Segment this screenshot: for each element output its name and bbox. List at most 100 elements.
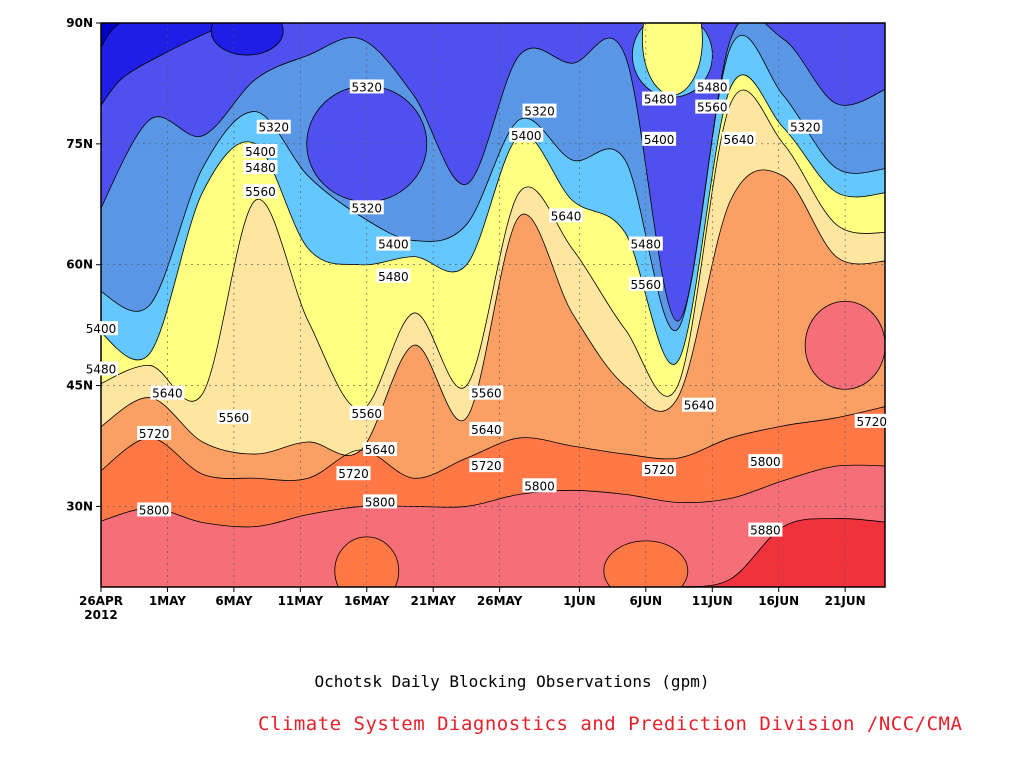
contour-label: 5720 xyxy=(856,415,887,429)
contour-label-box xyxy=(243,160,278,175)
contour-label-box xyxy=(243,143,278,158)
contour-label-box xyxy=(137,425,172,440)
contour-label-box xyxy=(642,91,677,106)
contour-label-box xyxy=(363,494,398,509)
x-tick-label: 1MAY xyxy=(149,594,186,608)
contour-label: 5320 xyxy=(790,121,821,135)
contour-label-box xyxy=(84,321,118,336)
band-fill xyxy=(101,23,885,322)
y-tick-label: 60N xyxy=(66,258,93,272)
contour-label-box xyxy=(549,208,584,223)
contour-label-box xyxy=(642,462,677,477)
band-fill xyxy=(101,23,121,49)
contour-label: 5560 xyxy=(697,101,728,115)
contour-label-box xyxy=(137,502,172,517)
contour-label: 5640 xyxy=(551,209,582,223)
contour-line xyxy=(101,89,885,411)
contour-label: 5720 xyxy=(139,427,170,441)
contour-label: 5400 xyxy=(644,133,675,147)
axes: 26APR 1MAY 6MAY 11MAY 16MAY 21MAY 26MAY 1JUN 6JU… xyxy=(66,16,865,622)
contour-label-box xyxy=(84,361,118,376)
contour-label-box xyxy=(509,127,544,142)
contour-label: 5800 xyxy=(139,503,170,517)
contour-label: 5560 xyxy=(219,411,250,425)
contour-line xyxy=(101,406,885,481)
x-tick-label: 1JUN xyxy=(563,594,596,608)
contour-label: 5800 xyxy=(524,479,555,493)
contour-label: 5640 xyxy=(724,133,755,147)
closed-contour xyxy=(804,300,885,390)
contour-label: 5720 xyxy=(338,467,369,481)
contour-label: 5320 xyxy=(351,80,382,94)
contour-label-box xyxy=(522,478,557,493)
contour-label: 5800 xyxy=(750,455,781,469)
contour-label-box xyxy=(522,103,557,118)
contour-label-box xyxy=(748,522,783,537)
contour-label: 5560 xyxy=(245,185,276,199)
contour-label: 5480 xyxy=(697,80,728,94)
contour-label-box xyxy=(469,458,504,473)
band-fill xyxy=(101,23,232,107)
contour-label: 5640 xyxy=(471,423,502,437)
contour-label-box xyxy=(642,131,677,146)
contour-label: 5480 xyxy=(631,238,662,252)
contour-label-box xyxy=(695,79,730,94)
plot-frame xyxy=(100,22,886,588)
contour-label-box xyxy=(469,385,504,400)
contour-label-box xyxy=(256,119,291,134)
contour-label: 5640 xyxy=(365,443,396,457)
contour-label-box xyxy=(243,184,278,199)
contour-label-box xyxy=(150,385,185,400)
x-tick-label: 21JUN xyxy=(825,594,866,608)
contour-lines xyxy=(101,23,885,587)
contour-label-box xyxy=(469,421,504,436)
y-tick-label: 45N xyxy=(66,379,93,393)
chart-title: Ochotsk Daily Blocking Observations (gpm… xyxy=(314,672,710,691)
contour-label-box xyxy=(216,409,251,424)
contour-label: 5480 xyxy=(378,270,409,284)
contour-label-box xyxy=(628,236,663,251)
contour-label: 5720 xyxy=(644,463,675,477)
contour-line xyxy=(101,35,885,332)
contour-label: 5640 xyxy=(684,399,715,413)
contour-label-box xyxy=(721,131,756,146)
contour-label: 5880 xyxy=(750,524,781,538)
contour-line xyxy=(101,74,885,365)
contour-label-box xyxy=(748,454,783,469)
contour-label: 5560 xyxy=(351,407,382,421)
contour-chart: 5320 5320 5320 5320 5320 5400 5400 5400 5400 5400… xyxy=(66,16,889,622)
contour-label: 5480 xyxy=(86,362,117,376)
x-tick-label: 26MAY xyxy=(477,594,523,608)
contour-line xyxy=(101,169,885,456)
x-tick-label: 21MAY xyxy=(410,594,456,608)
contour-label: 5720 xyxy=(471,459,502,473)
contour-label-box xyxy=(349,200,384,215)
contour-label-box xyxy=(349,79,384,94)
x-tick-label: 26APR xyxy=(79,594,123,608)
contour-label-box xyxy=(628,276,663,291)
contour-label: 5480 xyxy=(644,93,675,107)
contour-label-box xyxy=(376,236,411,251)
contour-label: 5560 xyxy=(471,387,502,401)
contour-line xyxy=(101,23,885,322)
x-tick-label: 16MAY xyxy=(344,594,390,608)
contour-label-box xyxy=(336,466,371,481)
contour-line xyxy=(101,464,885,528)
band-fill xyxy=(210,23,284,56)
contour-label: 5320 xyxy=(351,201,382,215)
x-tick-label: 16JUN xyxy=(758,594,799,608)
contour-label-box xyxy=(854,413,889,428)
contour-label: 5400 xyxy=(378,238,409,252)
contour-labels: 5320 5320 5320 5320 5320 5400 5400 5400 5400 5400… xyxy=(84,79,889,538)
contour-label: 5640 xyxy=(152,387,183,401)
contour-label: 5400 xyxy=(86,322,117,336)
contour-label-box xyxy=(376,268,411,283)
contour-fills xyxy=(101,23,885,587)
contour-label-box xyxy=(363,442,398,457)
contour-label: 5560 xyxy=(631,278,662,292)
x-tick-label: 6JUN xyxy=(630,594,663,608)
contour-label: 5480 xyxy=(245,161,276,175)
contour-label-box xyxy=(349,405,384,420)
contour-label: 5320 xyxy=(524,105,555,119)
credit-text: Climate System Diagnostics and Predictio… xyxy=(258,713,963,735)
